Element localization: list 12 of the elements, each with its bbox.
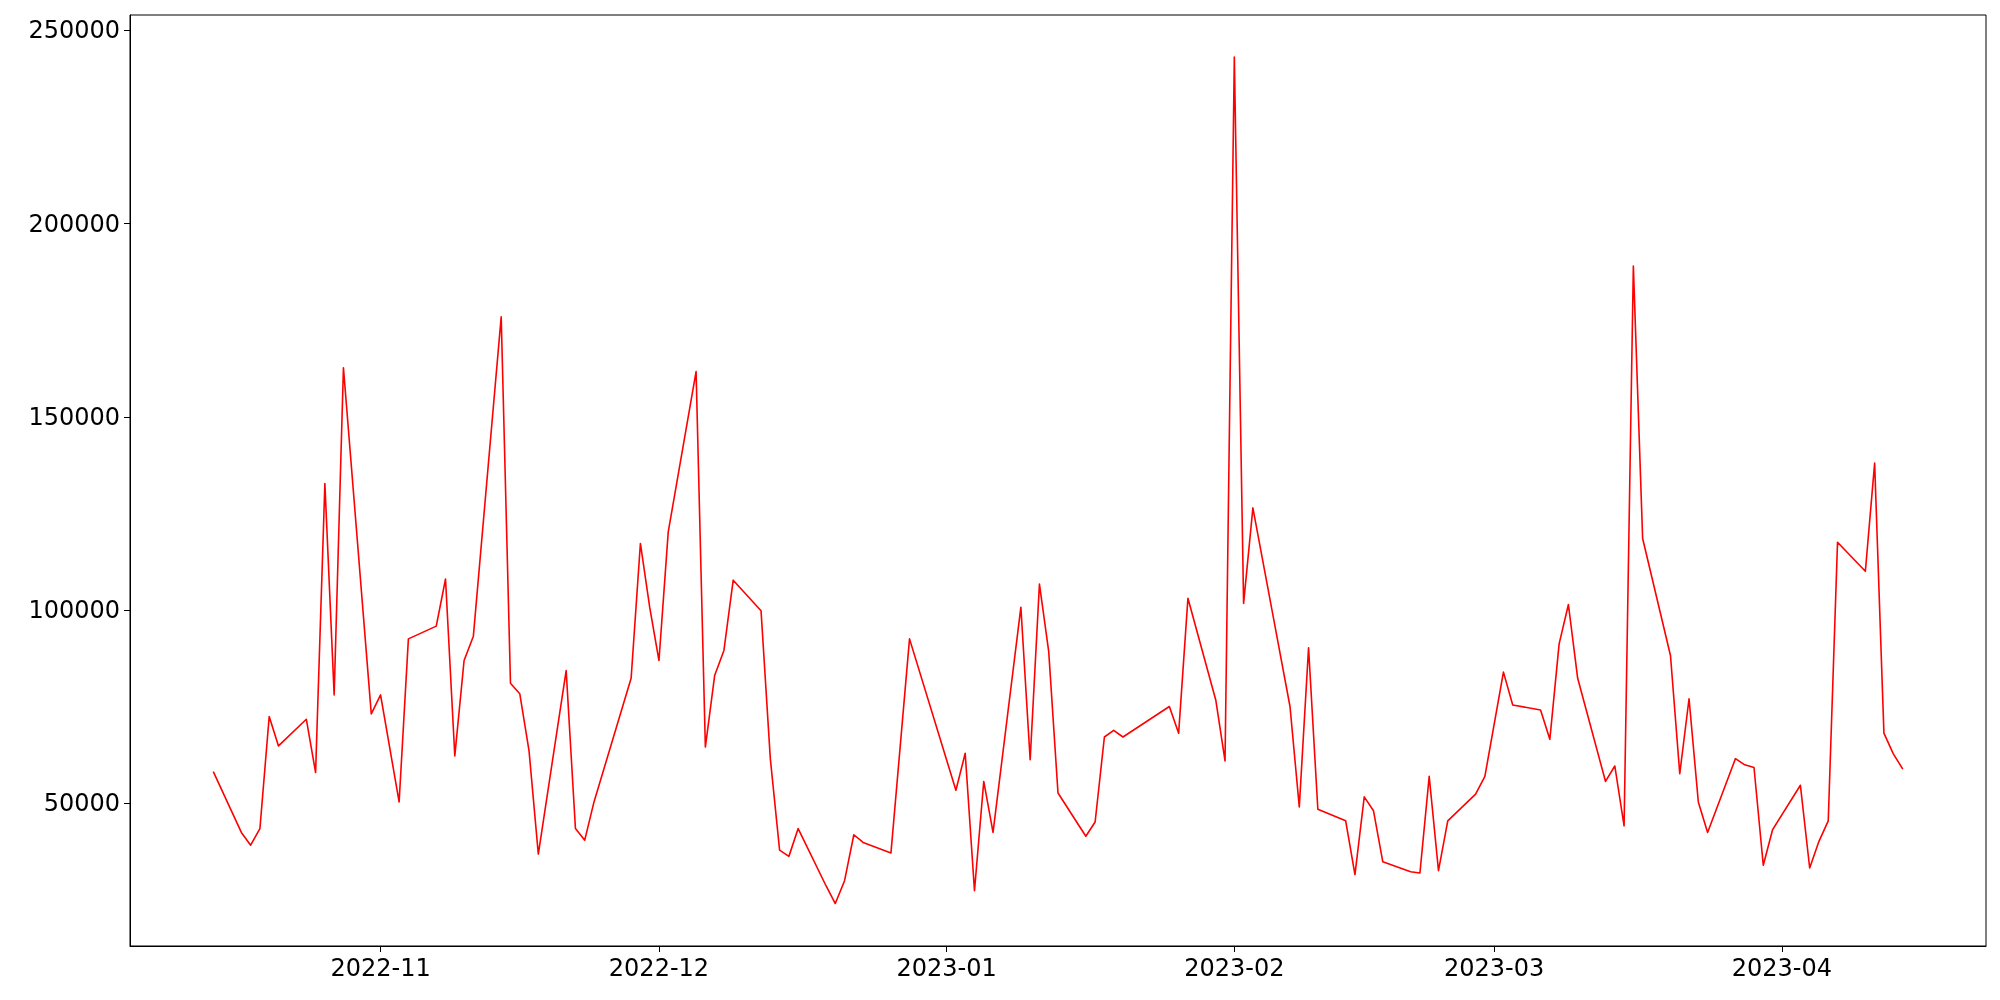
y-tick-label: 250000 <box>28 16 120 45</box>
y-tick-label: 100000 <box>28 595 120 624</box>
x-tick-label: 2023-03 <box>1444 954 1545 982</box>
x-tick-label: 2023-02 <box>1184 954 1285 982</box>
y-tick-label: 150000 <box>28 402 120 431</box>
y-tick-label: 50000 <box>43 789 120 818</box>
x-tick-label: 2023-01 <box>896 954 997 982</box>
x-tick-label: 2022-12 <box>608 954 710 982</box>
y-tick-label: 200000 <box>28 209 120 238</box>
x-tick-label: 2023-04 <box>1731 954 1832 982</box>
line-series <box>212 56 1904 905</box>
x-tick-label: 2022-11 <box>330 954 431 982</box>
